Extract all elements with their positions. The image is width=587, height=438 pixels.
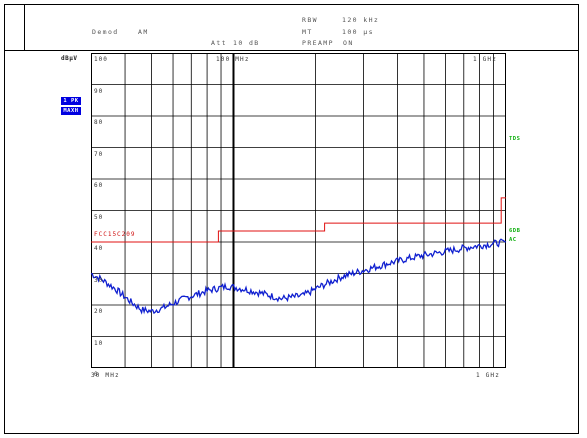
limit-line xyxy=(91,197,506,243)
y-tick-label: 80 xyxy=(94,119,104,126)
y-tick-label: 70 xyxy=(94,150,104,158)
y-tick-label: 100 xyxy=(94,56,108,63)
y-tick-label: 40 xyxy=(94,245,104,252)
trace-badge-maxh[interactable]: MAXH xyxy=(61,107,81,115)
limit-line-label: FCC15C209 xyxy=(94,231,136,238)
y-tick-label: 30 xyxy=(94,276,104,284)
header-divider xyxy=(24,5,25,50)
mt-value: 100 µs xyxy=(342,28,374,36)
x-start-label: 30 MHz xyxy=(91,372,120,379)
x-mid-label: 100 MHz xyxy=(216,56,250,63)
att-label: Att xyxy=(211,39,227,47)
rbw-value: 120 kHz xyxy=(342,16,380,24)
y-tick-label: 50 xyxy=(94,213,104,221)
preamp-label: PREAMP xyxy=(302,39,334,47)
rbw-label: RBW xyxy=(302,16,318,24)
display-frame xyxy=(4,4,579,434)
trace-badge-pk[interactable]: 1 PK xyxy=(61,97,81,105)
ac-label: AC xyxy=(509,237,517,243)
y-tick-label: 90 xyxy=(94,87,104,95)
demod-value: AM xyxy=(138,28,149,36)
demod-label: Demod xyxy=(92,28,119,36)
att-value: 10 dB xyxy=(233,39,260,47)
preamp-value: ON xyxy=(343,39,354,47)
y-tick-label: 10 xyxy=(94,339,104,347)
x-end-label-top: 1 GHz xyxy=(473,56,498,63)
six-db-label: 6DB xyxy=(509,228,521,234)
tds-label: TDS xyxy=(509,136,521,142)
y-tick-label: 0 xyxy=(94,371,99,378)
header-panel xyxy=(5,5,578,51)
mt-label: MT xyxy=(302,28,313,36)
y-tick-label: 20 xyxy=(94,308,104,315)
measurement-trace xyxy=(90,238,507,315)
x-end-label: 1 GHz xyxy=(476,372,501,379)
y-tick-label: 60 xyxy=(94,182,104,189)
unit-label: dBµV xyxy=(61,55,78,62)
